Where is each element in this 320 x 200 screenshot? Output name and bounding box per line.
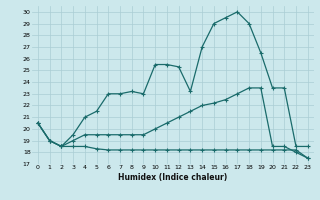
X-axis label: Humidex (Indice chaleur): Humidex (Indice chaleur) (118, 173, 228, 182)
